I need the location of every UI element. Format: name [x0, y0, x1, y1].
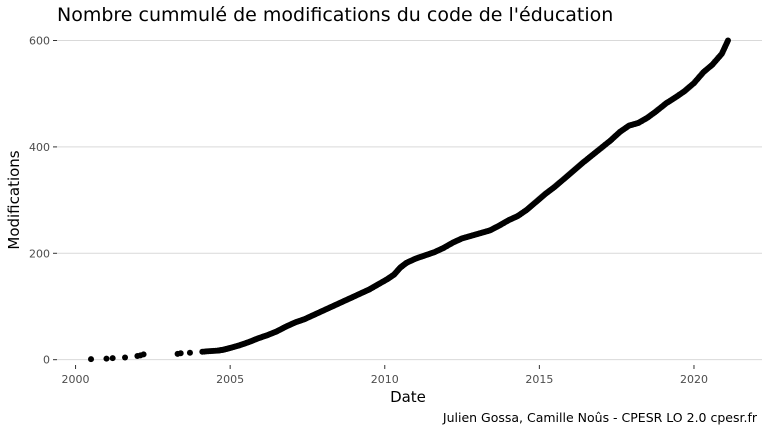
y-axis: 0 200 400 600 [29, 35, 57, 367]
y-tick-label: 600 [29, 35, 50, 48]
x-axis-title: Date [390, 388, 426, 406]
x-tick-label: 2015 [525, 373, 553, 386]
y-axis-title: Modifications [5, 150, 23, 249]
chart-title: Nombre cummulé de modifications du code … [57, 4, 613, 26]
y-tick-label: 400 [29, 141, 50, 154]
x-tick-label: 2005 [216, 373, 244, 386]
data-point [140, 351, 147, 358]
data-points [88, 37, 731, 363]
data-point [186, 349, 193, 356]
y-tick-label: 200 [29, 247, 50, 260]
x-tick-label: 2000 [62, 373, 90, 386]
data-point [122, 354, 129, 361]
data-point [109, 355, 116, 362]
x-tick-label: 2010 [371, 373, 399, 386]
data-point [724, 37, 731, 44]
y-tick-label: 0 [43, 354, 50, 367]
data-point [88, 356, 95, 363]
x-tick-label: 2020 [680, 373, 708, 386]
data-point [103, 355, 110, 362]
data-point [177, 350, 184, 357]
x-axis: 2000 2005 2010 2015 2020 [62, 365, 708, 386]
chart-caption: Julien Gossa, Camille Noûs - CPESR LO 2.… [442, 410, 758, 425]
grid [57, 40, 762, 361]
